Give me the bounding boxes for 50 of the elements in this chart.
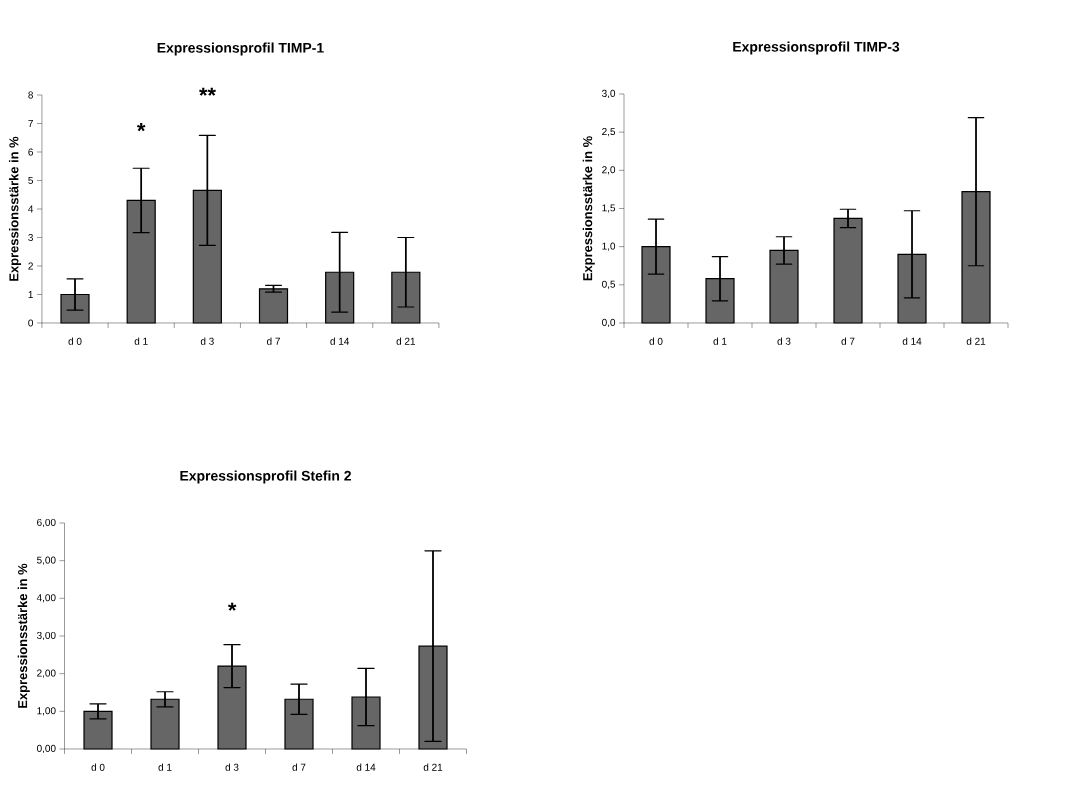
y-tick-label: 2,0 [602,166,616,175]
y-tick-label: 5,00 [37,556,56,565]
y-tick-label: 3 [28,233,33,242]
chart-title: Expressionsprofil Stefin 2 [180,470,351,484]
x-tick-label: d 21 [396,337,416,345]
annotation: ** [199,87,216,96]
y-tick-label: 8 [28,91,33,99]
x-tick-label: d 14 [902,337,922,345]
x-tick-label: d 3 [200,337,214,345]
x-tick-label: d 1 [134,337,148,345]
y-tick-label: 0,0 [602,318,616,328]
y-tick-label: 1,0 [602,242,616,251]
y-tick-label: 1,5 [602,204,616,213]
x-tick-label: d 1 [713,337,727,345]
y-tick-label: 2,00 [37,669,56,678]
x-tick-label: d 21 [423,763,443,771]
y-axis-title: Expressionsstärke in % [17,563,30,708]
x-tick-label: d 0 [649,337,663,345]
x-tick-label: d 3 [225,763,239,771]
y-tick-label: 3,00 [36,631,56,641]
annotation: * [227,602,237,611]
y-tick-label: 6,00 [37,518,56,528]
y-tick-label: 0 [28,319,34,327]
y-tick-label: 0,00 [36,744,56,754]
y-tick-label: 2,5 [602,128,616,137]
x-tick-label: d 21 [966,337,986,345]
x-tick-label: d 7 [292,763,306,771]
y-axis-title: Expressionsstärke in % [8,136,22,281]
y-tick-label: 5 [28,177,33,184]
y-tick-label: 4,00 [36,594,56,603]
y-axis-title: Expressionsstärke in % [582,136,595,281]
x-tick-label: d 0 [68,337,82,345]
chart-title: Expressionsprofil TIMP-1 [157,42,324,56]
x-tick-label: d 7 [267,337,280,345]
chart-title: Expressionsprofil TIMP-3 [733,41,900,55]
y-tick-label: 1 [28,291,33,298]
y-tick-label: 6 [28,148,33,156]
y-tick-label: 7 [28,120,33,127]
y-tick-label: 2 [28,262,33,270]
x-tick-label: d 3 [777,337,791,345]
y-tick-label: 4 [28,205,34,213]
y-tick-label: 3,0 [602,89,616,99]
y-tick-label: 1,00 [37,707,56,716]
x-tick-label: d 14 [356,763,376,771]
x-tick-label: d 0 [91,763,105,771]
annotation: * [136,123,146,132]
y-tick-label: 0,5 [602,280,616,289]
x-tick-label: d 14 [330,337,350,345]
x-tick-label: d 1 [158,763,172,771]
x-tick-label: d 7 [841,337,855,345]
